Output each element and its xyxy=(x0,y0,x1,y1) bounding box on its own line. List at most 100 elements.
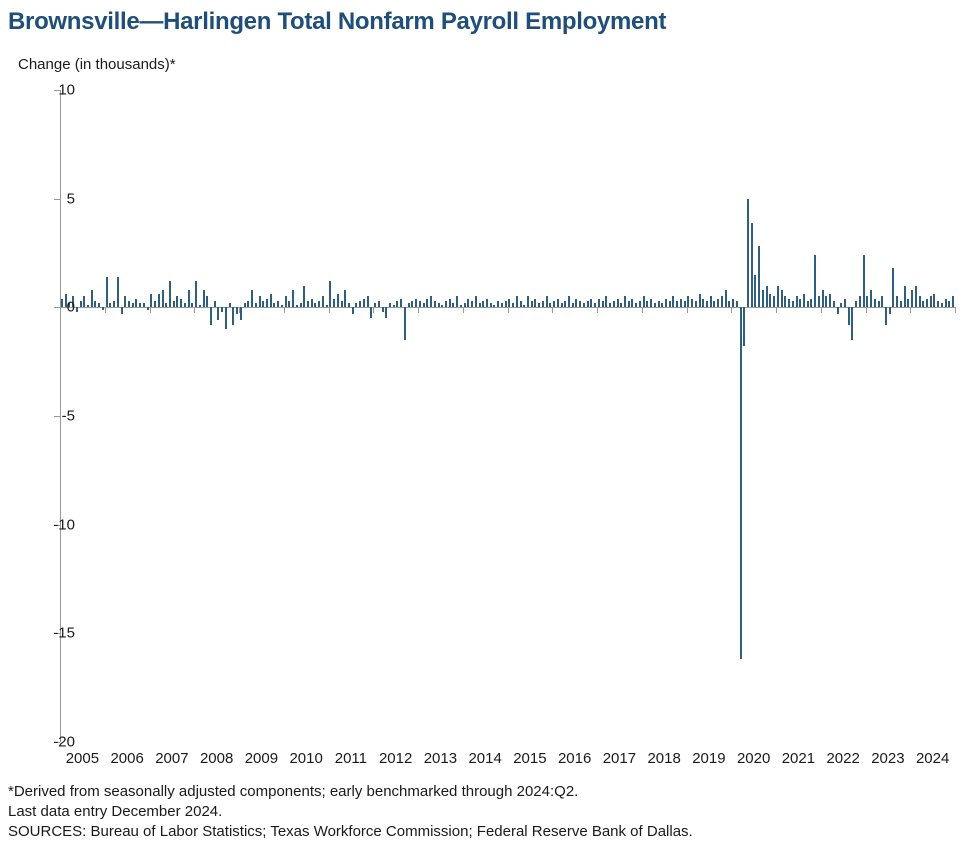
bar xyxy=(699,294,701,307)
bar xyxy=(646,301,648,308)
x-tick xyxy=(821,307,822,313)
x-tick xyxy=(552,307,553,313)
bar xyxy=(121,307,123,314)
bar xyxy=(80,301,82,308)
bar xyxy=(322,296,324,307)
bar xyxy=(199,305,201,307)
plot-area: 2005200620072008200920102011201220132014… xyxy=(60,90,955,742)
bar xyxy=(728,301,730,308)
bar xyxy=(147,307,149,309)
bar xyxy=(423,303,425,307)
x-tick xyxy=(776,307,777,313)
y-tick-label: 10 xyxy=(35,82,75,99)
bar xyxy=(807,301,809,308)
x-tick-label: 2016 xyxy=(558,750,591,767)
bar xyxy=(326,305,328,307)
bar xyxy=(240,307,242,320)
chart-container: Brownsville—Harlingen Total Nonfarm Payr… xyxy=(0,0,977,864)
bar xyxy=(441,305,443,307)
bar xyxy=(460,305,462,307)
bar xyxy=(91,290,93,307)
bar xyxy=(602,301,604,308)
bar xyxy=(292,290,294,307)
bar xyxy=(620,303,622,307)
bar xyxy=(404,307,406,340)
x-tick-label: 2020 xyxy=(737,750,770,767)
bar xyxy=(937,301,939,308)
bar xyxy=(311,299,313,308)
bar xyxy=(810,299,812,308)
bar xyxy=(94,301,96,308)
bar xyxy=(98,303,100,307)
bar xyxy=(933,294,935,307)
bar xyxy=(479,303,481,307)
bar xyxy=(706,301,708,308)
bar xyxy=(833,301,835,308)
bar xyxy=(411,301,413,308)
bar xyxy=(594,303,596,307)
bar xyxy=(102,307,104,309)
bar xyxy=(303,286,305,308)
bar xyxy=(505,301,507,308)
bar xyxy=(184,303,186,307)
bar xyxy=(408,303,410,307)
bar xyxy=(878,301,880,308)
bar xyxy=(259,296,261,307)
bar xyxy=(863,255,865,307)
bar xyxy=(426,299,428,308)
bar xyxy=(516,296,518,307)
bar xyxy=(135,299,137,308)
bar xyxy=(892,268,894,307)
bar xyxy=(930,296,932,307)
bar xyxy=(87,305,89,307)
bar xyxy=(124,296,126,307)
bar xyxy=(702,299,704,308)
bar xyxy=(870,290,872,307)
bar xyxy=(400,299,402,308)
bar xyxy=(255,303,257,307)
bar xyxy=(825,296,827,307)
bar xyxy=(520,301,522,308)
x-tick xyxy=(866,307,867,313)
bar xyxy=(874,299,876,308)
bar xyxy=(277,301,279,308)
bar xyxy=(341,301,343,308)
bar xyxy=(393,305,395,307)
footnote-sources: SOURCES: Bureau of Labor Statistics; Tex… xyxy=(8,822,693,842)
bar xyxy=(691,299,693,308)
bar xyxy=(314,303,316,307)
bar xyxy=(452,303,454,307)
bar xyxy=(76,307,78,311)
bar xyxy=(546,296,548,307)
bar xyxy=(132,303,134,307)
bar xyxy=(713,301,715,308)
bar xyxy=(784,296,786,307)
x-tick xyxy=(194,307,195,313)
bar xyxy=(281,305,283,307)
bar xyxy=(624,296,626,307)
x-tick-label: 2024 xyxy=(916,750,949,767)
bar xyxy=(139,303,141,307)
bar xyxy=(378,301,380,308)
bar xyxy=(389,303,391,307)
bar xyxy=(796,296,798,307)
bar xyxy=(449,299,451,308)
bar xyxy=(661,303,663,307)
bar xyxy=(490,303,492,307)
x-tick xyxy=(508,307,509,313)
bar xyxy=(117,277,119,307)
bar xyxy=(217,307,219,320)
bar xyxy=(106,277,108,307)
x-tick xyxy=(418,307,419,313)
y-tick-label: -10 xyxy=(35,516,75,533)
bar xyxy=(695,301,697,308)
bar xyxy=(143,303,145,307)
bar xyxy=(669,301,671,308)
bar xyxy=(717,299,719,308)
bar xyxy=(792,301,794,308)
bar xyxy=(758,246,760,307)
bar xyxy=(866,296,868,307)
bar xyxy=(829,294,831,307)
x-tick-label: 2006 xyxy=(110,750,143,767)
x-tick xyxy=(687,307,688,313)
